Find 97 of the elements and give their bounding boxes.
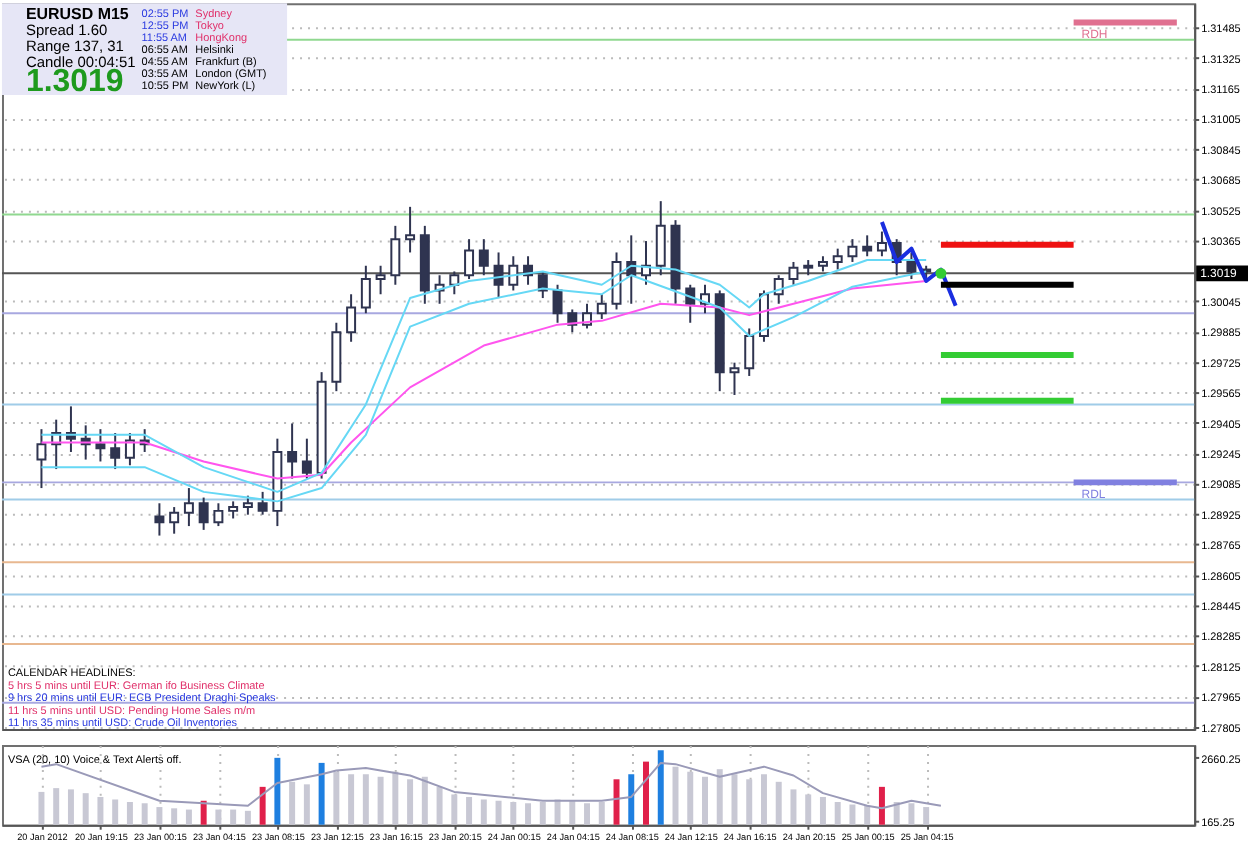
bar [377,776,384,825]
candlestick [110,431,121,471]
annotation: EURUSD M15 [25,5,130,24]
bar [436,786,443,825]
bar [878,786,885,825]
candlestick [744,327,755,377]
bar [185,809,192,825]
bar [53,788,60,825]
candlestick [346,293,357,343]
bar [318,762,325,825]
candlestick [862,234,873,258]
candlestick [611,251,622,311]
bar [215,809,222,825]
bar [274,757,281,825]
bar [716,769,723,825]
bar [259,786,266,825]
bar [200,800,207,825]
candlestick [375,264,386,296]
bar [849,804,856,825]
candlestick [242,494,253,516]
candlestick [596,293,607,320]
candlestick [198,496,209,531]
bar [480,799,487,825]
bar [657,750,664,825]
bar [362,774,369,825]
bar [819,796,826,825]
candlestick [390,224,401,286]
bar [466,796,473,825]
bar [702,776,708,825]
bar [495,800,502,825]
candlestick [405,205,416,254]
bar [923,807,930,825]
bar [67,789,74,825]
bar [112,799,119,825]
bar [834,802,841,825]
bar [289,781,296,825]
candlestick [832,247,843,271]
bar [613,779,620,825]
bar [893,802,900,825]
bar [244,810,251,825]
candlestick [257,490,268,516]
bar [864,805,871,825]
bar [746,779,753,825]
bar [333,771,340,825]
bar [230,809,237,825]
annotation: 1.3019 [25,65,124,100]
bar [760,774,767,825]
candlestick [906,251,917,281]
bar [171,808,178,825]
candlestick [729,361,740,396]
bar [554,799,561,825]
bar [407,779,414,825]
candlestick [95,428,106,463]
candlestick [552,283,563,324]
bar [908,803,915,825]
candlestick [876,230,887,258]
bar [303,784,310,825]
bar [97,796,104,825]
bar [421,776,428,825]
candlestick [213,502,224,528]
candlestick [360,264,371,315]
candlestick [183,487,194,528]
bar [598,802,605,825]
bar [510,802,517,825]
candlestick [788,260,799,286]
candlestick [847,238,858,263]
candlestick [36,428,47,490]
candlestick [169,506,180,535]
bar [156,807,163,825]
bar [805,794,812,825]
bar [775,781,782,825]
bar [525,803,532,825]
candlestick [301,437,312,480]
bar [569,800,576,825]
candlestick [449,270,460,296]
candlestick [478,238,489,277]
candlestick [655,200,666,277]
bar [790,789,797,825]
bar [126,802,133,825]
bar [731,774,738,825]
bar [643,761,649,825]
bar [348,774,355,825]
bar [628,774,635,825]
candlestick [287,422,298,480]
candlestick [493,251,504,300]
candlestick [464,238,475,281]
bar [539,802,546,825]
bar [38,791,45,825]
bar [82,793,89,825]
line-series [879,220,958,308]
bar [687,771,694,825]
candlestick [508,255,519,292]
bar [141,803,148,825]
bar [392,771,399,825]
candlestick [154,502,165,537]
bar [584,803,591,825]
bar [451,794,458,825]
